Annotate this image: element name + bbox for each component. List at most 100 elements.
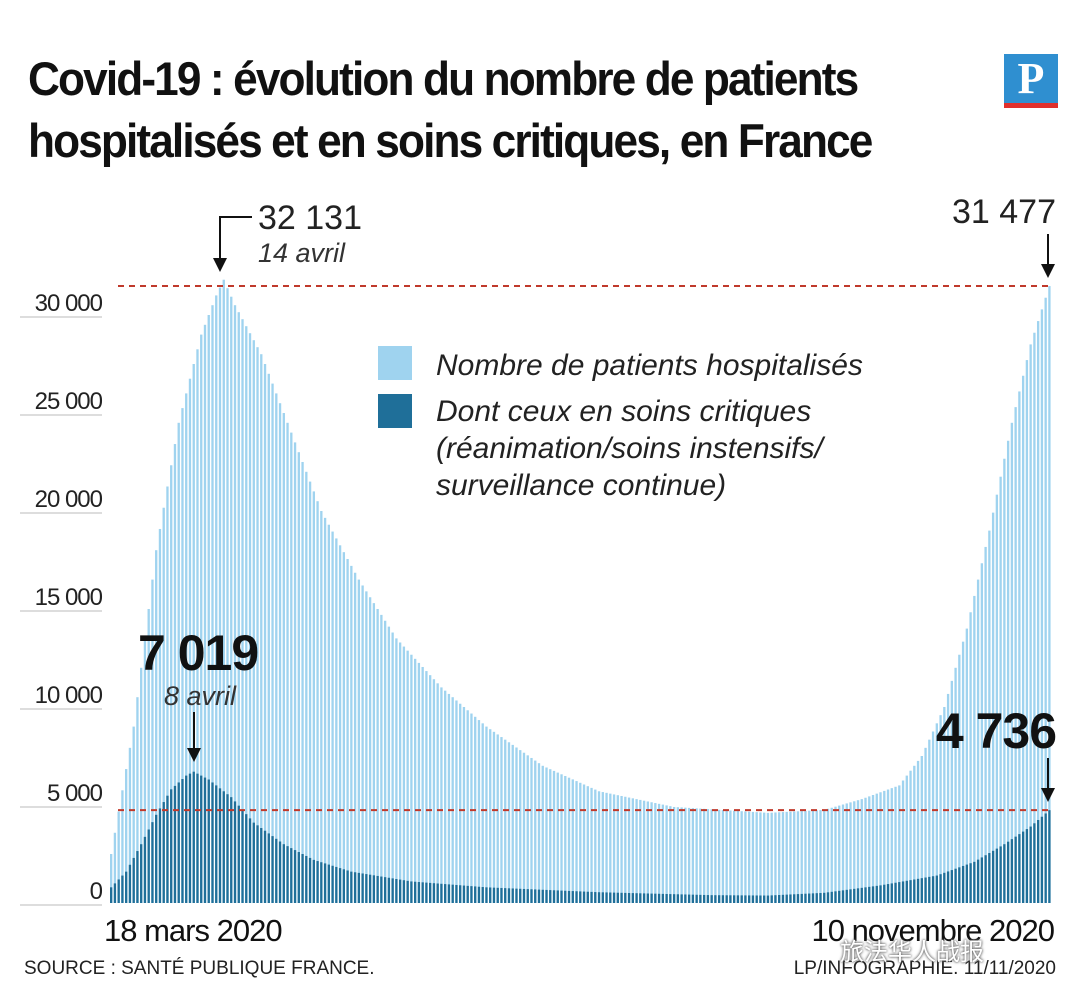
critical-bar xyxy=(248,818,252,903)
critical-bar xyxy=(943,872,946,903)
hospitalised-bar xyxy=(196,349,199,903)
critical-bar xyxy=(507,888,511,903)
hospitalised-bar xyxy=(826,808,830,903)
critical-bar xyxy=(875,885,878,903)
critical-bar xyxy=(320,862,323,903)
critical-bar xyxy=(429,882,432,903)
hospitalised-bar xyxy=(875,793,878,903)
hospitalised-bar xyxy=(687,807,691,903)
hospitalised-bar xyxy=(841,804,845,903)
critical-bar xyxy=(305,855,308,903)
hospitalised-bar xyxy=(920,756,923,903)
critical-bar xyxy=(1010,839,1014,903)
critical-bar xyxy=(271,836,274,903)
hospitalised-bar xyxy=(800,811,803,903)
hospitalised-bar xyxy=(451,697,454,903)
hospitalised-series xyxy=(110,279,1051,904)
critical-bar xyxy=(413,881,417,903)
hospitalised-bar xyxy=(245,326,248,903)
critical-bar xyxy=(864,887,867,903)
hospitalised-bar xyxy=(646,801,650,903)
hospitalised-bar xyxy=(665,805,668,903)
hospitalised-bar xyxy=(1033,332,1036,903)
hospitalised-bar xyxy=(699,808,702,903)
hospitalised-bar xyxy=(717,809,721,903)
hospitalised-bar xyxy=(695,808,698,903)
hospitalised-bar xyxy=(552,770,556,903)
hospitalised-bar xyxy=(425,671,428,903)
hospitalised-bar xyxy=(1048,286,1051,904)
hospitalised-bar xyxy=(808,810,811,903)
hospitalised-bar xyxy=(432,679,436,903)
hospitalised-bar xyxy=(211,305,214,903)
critical-bar xyxy=(241,809,244,903)
hospitalised-bar xyxy=(297,452,300,903)
source-note: SOURCE : SANTÉ PUBLIQUE FRANCE. xyxy=(24,958,375,979)
hospitalised-bar xyxy=(631,798,634,903)
hospitalised-bar xyxy=(748,811,751,903)
critical-bar xyxy=(913,879,916,903)
hospitalised-bar xyxy=(620,795,623,903)
crit-peak-arrowhead xyxy=(187,748,201,762)
hospitalised-bar xyxy=(226,288,229,903)
hospitalised-bar xyxy=(346,559,349,903)
hospitalised-bar xyxy=(804,810,807,903)
hospitalised-bar xyxy=(575,781,578,903)
hospitalised-bar xyxy=(594,789,597,903)
critical-bar xyxy=(965,864,969,903)
hospitalised-bar xyxy=(117,811,120,903)
critical-bar xyxy=(856,888,860,903)
hospitalised-bar xyxy=(1029,344,1032,903)
critical-bar xyxy=(387,877,391,903)
critical-bar xyxy=(1036,820,1040,903)
critical-bar xyxy=(905,880,908,903)
critical-bar xyxy=(252,822,255,903)
critical-bar xyxy=(567,890,571,903)
critical-bar xyxy=(830,891,833,903)
critical-bar xyxy=(417,882,421,903)
critical-bar xyxy=(361,873,364,903)
critical-bar xyxy=(954,868,957,903)
critical-bar xyxy=(695,894,698,903)
hospitalised-bar xyxy=(477,720,481,903)
hospitalised-bar xyxy=(702,808,706,903)
critical-bar xyxy=(440,883,443,903)
hospitalised-bar xyxy=(275,393,278,903)
critical-bar xyxy=(691,894,695,903)
critical-bar xyxy=(928,876,931,903)
hospitalised-bar xyxy=(635,799,638,903)
hospitalised-bar xyxy=(766,812,770,903)
critical-bar xyxy=(545,889,548,903)
critical-bar xyxy=(687,894,691,903)
critical-bar xyxy=(395,878,398,903)
critical-bar xyxy=(980,857,984,903)
critical-bar xyxy=(200,775,203,903)
y-tick-label: 10 000 xyxy=(35,682,103,709)
legend-label-critical: Dont ceux en soins critiques (réanimatio… xyxy=(436,395,831,502)
hospitalised-bar xyxy=(890,788,893,903)
critical-bar xyxy=(485,887,488,903)
hospitalised-bar xyxy=(331,531,334,903)
hospitalised-bar xyxy=(166,486,169,903)
critical-bar xyxy=(331,865,334,903)
critical-bar xyxy=(511,888,514,903)
hospitalised-bar xyxy=(398,642,402,903)
critical-bar xyxy=(410,881,413,903)
hospitalised-bar xyxy=(391,632,394,903)
hospitalised-bar xyxy=(151,579,154,903)
critical-bar xyxy=(763,895,766,903)
critical-bar xyxy=(590,891,593,903)
hospitalised-bar xyxy=(676,807,680,903)
hospitalised-bar xyxy=(380,614,383,903)
hospitalised-bar xyxy=(455,700,458,903)
hospitalised-bar xyxy=(710,809,713,903)
critical-bar xyxy=(500,887,503,903)
critical-bar xyxy=(226,794,229,903)
hospitalised-bar xyxy=(200,334,203,904)
critical-bar xyxy=(113,883,117,903)
critical-bar xyxy=(188,773,192,903)
hospitalised-bar xyxy=(534,760,537,903)
hosp-peak-arrow xyxy=(219,216,252,262)
hospitalised-bar xyxy=(462,707,466,903)
critical-bar xyxy=(894,882,897,903)
